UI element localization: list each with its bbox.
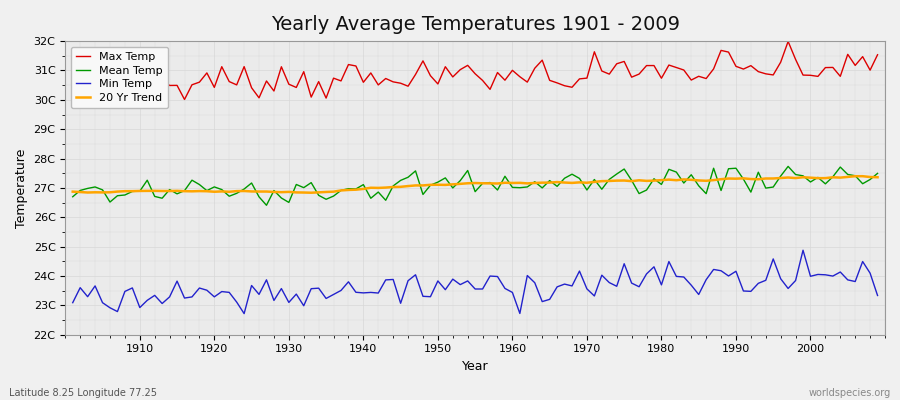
Max Temp bbox=[515, 74, 526, 79]
Max Temp bbox=[68, 69, 78, 74]
Mean Temp bbox=[515, 185, 526, 190]
Line: Max Temp: Max Temp bbox=[73, 42, 878, 106]
Min Temp bbox=[68, 300, 78, 305]
Y-axis label: Temperature: Temperature bbox=[15, 148, 28, 228]
Max Temp bbox=[872, 52, 883, 57]
Min Temp bbox=[872, 293, 883, 298]
Mean Temp bbox=[261, 203, 272, 208]
20 Yr Trend bbox=[291, 190, 302, 195]
Text: Latitude 8.25 Longitude 77.25: Latitude 8.25 Longitude 77.25 bbox=[9, 388, 157, 398]
Max Temp bbox=[298, 69, 309, 74]
20 Yr Trend bbox=[68, 189, 78, 194]
Line: Mean Temp: Mean Temp bbox=[73, 166, 878, 205]
Min Temp bbox=[604, 280, 615, 285]
Max Temp bbox=[120, 103, 130, 108]
Max Temp bbox=[343, 62, 354, 67]
Max Temp bbox=[507, 68, 517, 73]
Mean Temp bbox=[872, 171, 883, 176]
Min Temp bbox=[797, 248, 808, 253]
Mean Temp bbox=[783, 164, 794, 169]
Min Temp bbox=[298, 303, 309, 308]
Mean Temp bbox=[68, 194, 78, 199]
20 Yr Trend bbox=[507, 180, 517, 185]
Min Temp bbox=[507, 290, 517, 295]
Min Temp bbox=[127, 286, 138, 290]
Line: 20 Yr Trend: 20 Yr Trend bbox=[73, 176, 878, 193]
Min Temp bbox=[515, 311, 526, 316]
Text: worldspecies.org: worldspecies.org bbox=[809, 388, 891, 398]
Mean Temp bbox=[127, 189, 138, 194]
X-axis label: Year: Year bbox=[462, 360, 489, 373]
20 Yr Trend bbox=[872, 175, 883, 180]
20 Yr Trend bbox=[604, 178, 615, 183]
Mean Temp bbox=[507, 185, 517, 190]
20 Yr Trend bbox=[127, 189, 138, 194]
20 Yr Trend bbox=[306, 190, 317, 195]
20 Yr Trend bbox=[343, 188, 354, 192]
20 Yr Trend bbox=[515, 180, 526, 185]
Title: Yearly Average Temperatures 1901 - 2009: Yearly Average Temperatures 1901 - 2009 bbox=[271, 15, 680, 34]
Line: Min Temp: Min Temp bbox=[73, 250, 878, 314]
Mean Temp bbox=[604, 177, 615, 182]
Mean Temp bbox=[343, 186, 354, 191]
Min Temp bbox=[343, 280, 354, 284]
Legend: Max Temp, Mean Temp, Min Temp, 20 Yr Trend: Max Temp, Mean Temp, Min Temp, 20 Yr Tre… bbox=[71, 47, 167, 108]
Min Temp bbox=[238, 311, 249, 316]
Max Temp bbox=[604, 72, 615, 76]
Max Temp bbox=[134, 72, 145, 77]
Max Temp bbox=[783, 39, 794, 44]
Mean Temp bbox=[298, 185, 309, 190]
20 Yr Trend bbox=[850, 174, 860, 178]
